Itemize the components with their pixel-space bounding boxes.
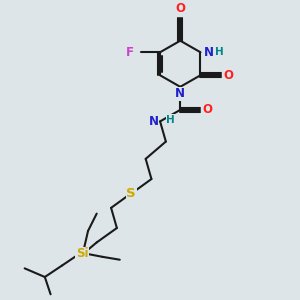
Text: O: O	[175, 2, 185, 15]
Text: N: N	[204, 46, 214, 59]
Text: N: N	[148, 115, 159, 128]
Text: Si: Si	[76, 248, 88, 260]
Text: O: O	[203, 103, 213, 116]
Text: O: O	[223, 69, 233, 82]
Text: H: H	[167, 115, 175, 125]
Text: S: S	[127, 187, 136, 200]
Text: N: N	[175, 87, 185, 101]
Text: H: H	[215, 47, 224, 57]
Text: F: F	[126, 46, 134, 59]
